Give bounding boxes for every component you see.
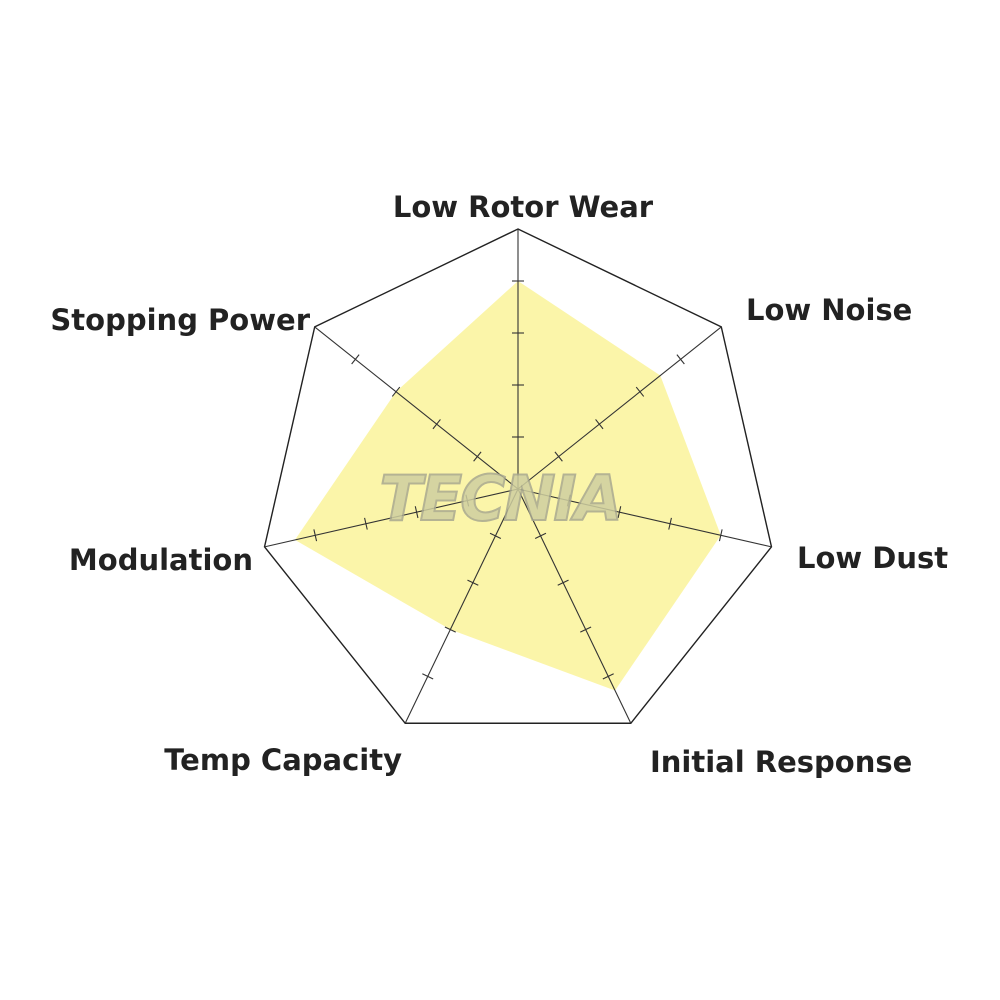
axis-label: Stopping Power [50, 303, 310, 337]
axis-label: Temp Capacity [164, 743, 402, 777]
axis-tick [676, 354, 685, 365]
axis-line [404, 488, 519, 724]
axis-label: Low Dust [797, 541, 948, 575]
axis-tick [489, 532, 502, 539]
axis-label: Low Rotor Wear [393, 190, 654, 224]
axis-tick [414, 506, 419, 519]
axis-line [314, 326, 519, 490]
axis-line [517, 488, 632, 724]
axis-tick [444, 626, 456, 633]
axis-tick [557, 579, 569, 586]
axis-label: Low Noise [746, 293, 912, 327]
axis-tick [422, 673, 434, 680]
outer-grid [263, 228, 773, 724]
axis-line [264, 488, 519, 548]
watermark-logo: TECNIA [379, 462, 620, 535]
axis-tick [473, 451, 482, 462]
axis-tick [566, 494, 571, 507]
axis-tick [313, 529, 318, 542]
axis-tick [602, 673, 614, 680]
axis-tick [595, 419, 604, 430]
axis-tick [580, 626, 592, 633]
axis-line [517, 326, 722, 490]
axis-tick [432, 419, 441, 430]
axis-line [517, 488, 772, 548]
axis-label: Initial Response [650, 745, 912, 779]
axis-tick [351, 354, 360, 365]
data-area [294, 281, 721, 691]
axis-tick [465, 494, 470, 507]
axis-tick [534, 532, 547, 539]
axis-tick [364, 517, 368, 530]
axis-tick [391, 386, 401, 397]
axis-tick [467, 579, 479, 586]
axis-tick [554, 451, 563, 462]
axis-tick [718, 529, 723, 542]
axis-tick [617, 506, 622, 519]
axis-label: Modulation [69, 543, 253, 577]
axis-tick [668, 517, 672, 530]
axis-tick [635, 386, 645, 397]
